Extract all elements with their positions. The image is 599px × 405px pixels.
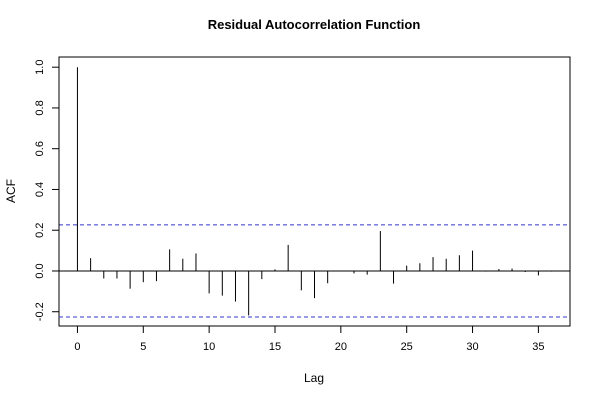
x-tick-label-10: 10 (203, 341, 215, 353)
y-tick-label-1.0: 1.0 (34, 60, 46, 75)
x-tick-label-20: 20 (335, 341, 347, 353)
y-axis-label: ACF (4, 179, 18, 203)
x-tick-label-15: 15 (269, 341, 281, 353)
x-axis-label: Lag (304, 371, 324, 385)
acf-bars (59, 67, 570, 316)
x-tick-label-35: 35 (532, 341, 544, 353)
x-tick-label-30: 30 (466, 341, 478, 353)
y-tick-label-0.0: 0.0 (34, 263, 46, 278)
x-tick-label-5: 5 (140, 341, 146, 353)
y-tick-label-0.4: 0.4 (34, 182, 46, 197)
y-tick-label--0.2: -0.2 (34, 302, 46, 321)
x-tick-label-0: 0 (74, 341, 80, 353)
confidence-bands (59, 224, 570, 318)
y-axis: -0.2 0.0 0.2 0.4 0.6 0.8 1.0 (34, 60, 60, 321)
y-tick-label-0.6: 0.6 (34, 141, 46, 156)
x-axis: 0 5 10 15 20 25 30 35 (74, 325, 545, 353)
y-tick-label-0.2: 0.2 (34, 223, 46, 238)
chart-title: Residual Autocorrelation Function (208, 17, 421, 32)
x-tick-label-25: 25 (401, 341, 413, 353)
y-tick-label-0.8: 0.8 (34, 100, 46, 115)
